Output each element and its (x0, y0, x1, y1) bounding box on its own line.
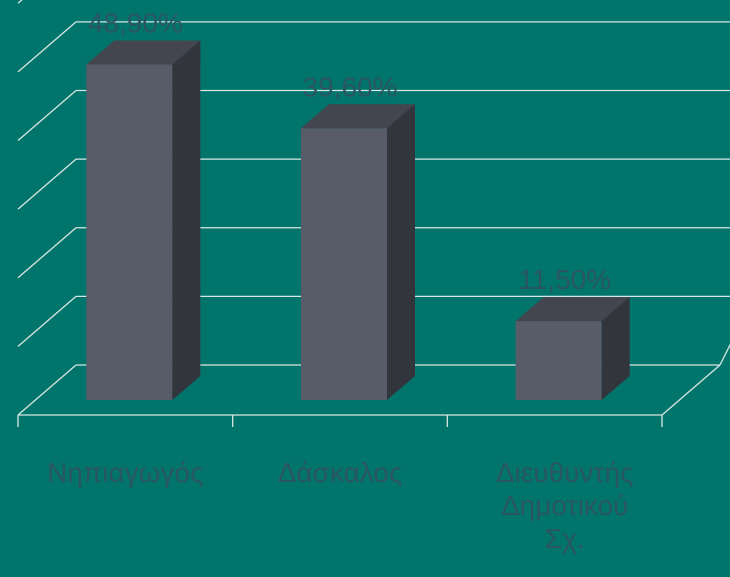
labels-layer: 48,90% Νηπιαγωγός 39,60% Δάσκαλος 11,50% Διευ… (47, 7, 633, 554)
bar (86, 40, 201, 401)
category-label: Σχ. (545, 523, 585, 554)
gridline (17, 21, 730, 73)
bars-layer (86, 40, 630, 401)
category-label: Διευθυντής (496, 457, 634, 488)
value-label: 11,50% (518, 264, 611, 295)
gridline (17, 0, 23, 4)
value-label: 39,60% (303, 71, 398, 102)
value-label: 48,90% (88, 7, 183, 38)
floor (18, 343, 730, 416)
category-label: Δημοτικού (501, 490, 628, 521)
category-label: Νηπιαγωγός (47, 457, 203, 488)
category-label: Δάσκαλος (278, 457, 403, 488)
bar (515, 297, 630, 400)
bar (301, 104, 415, 400)
